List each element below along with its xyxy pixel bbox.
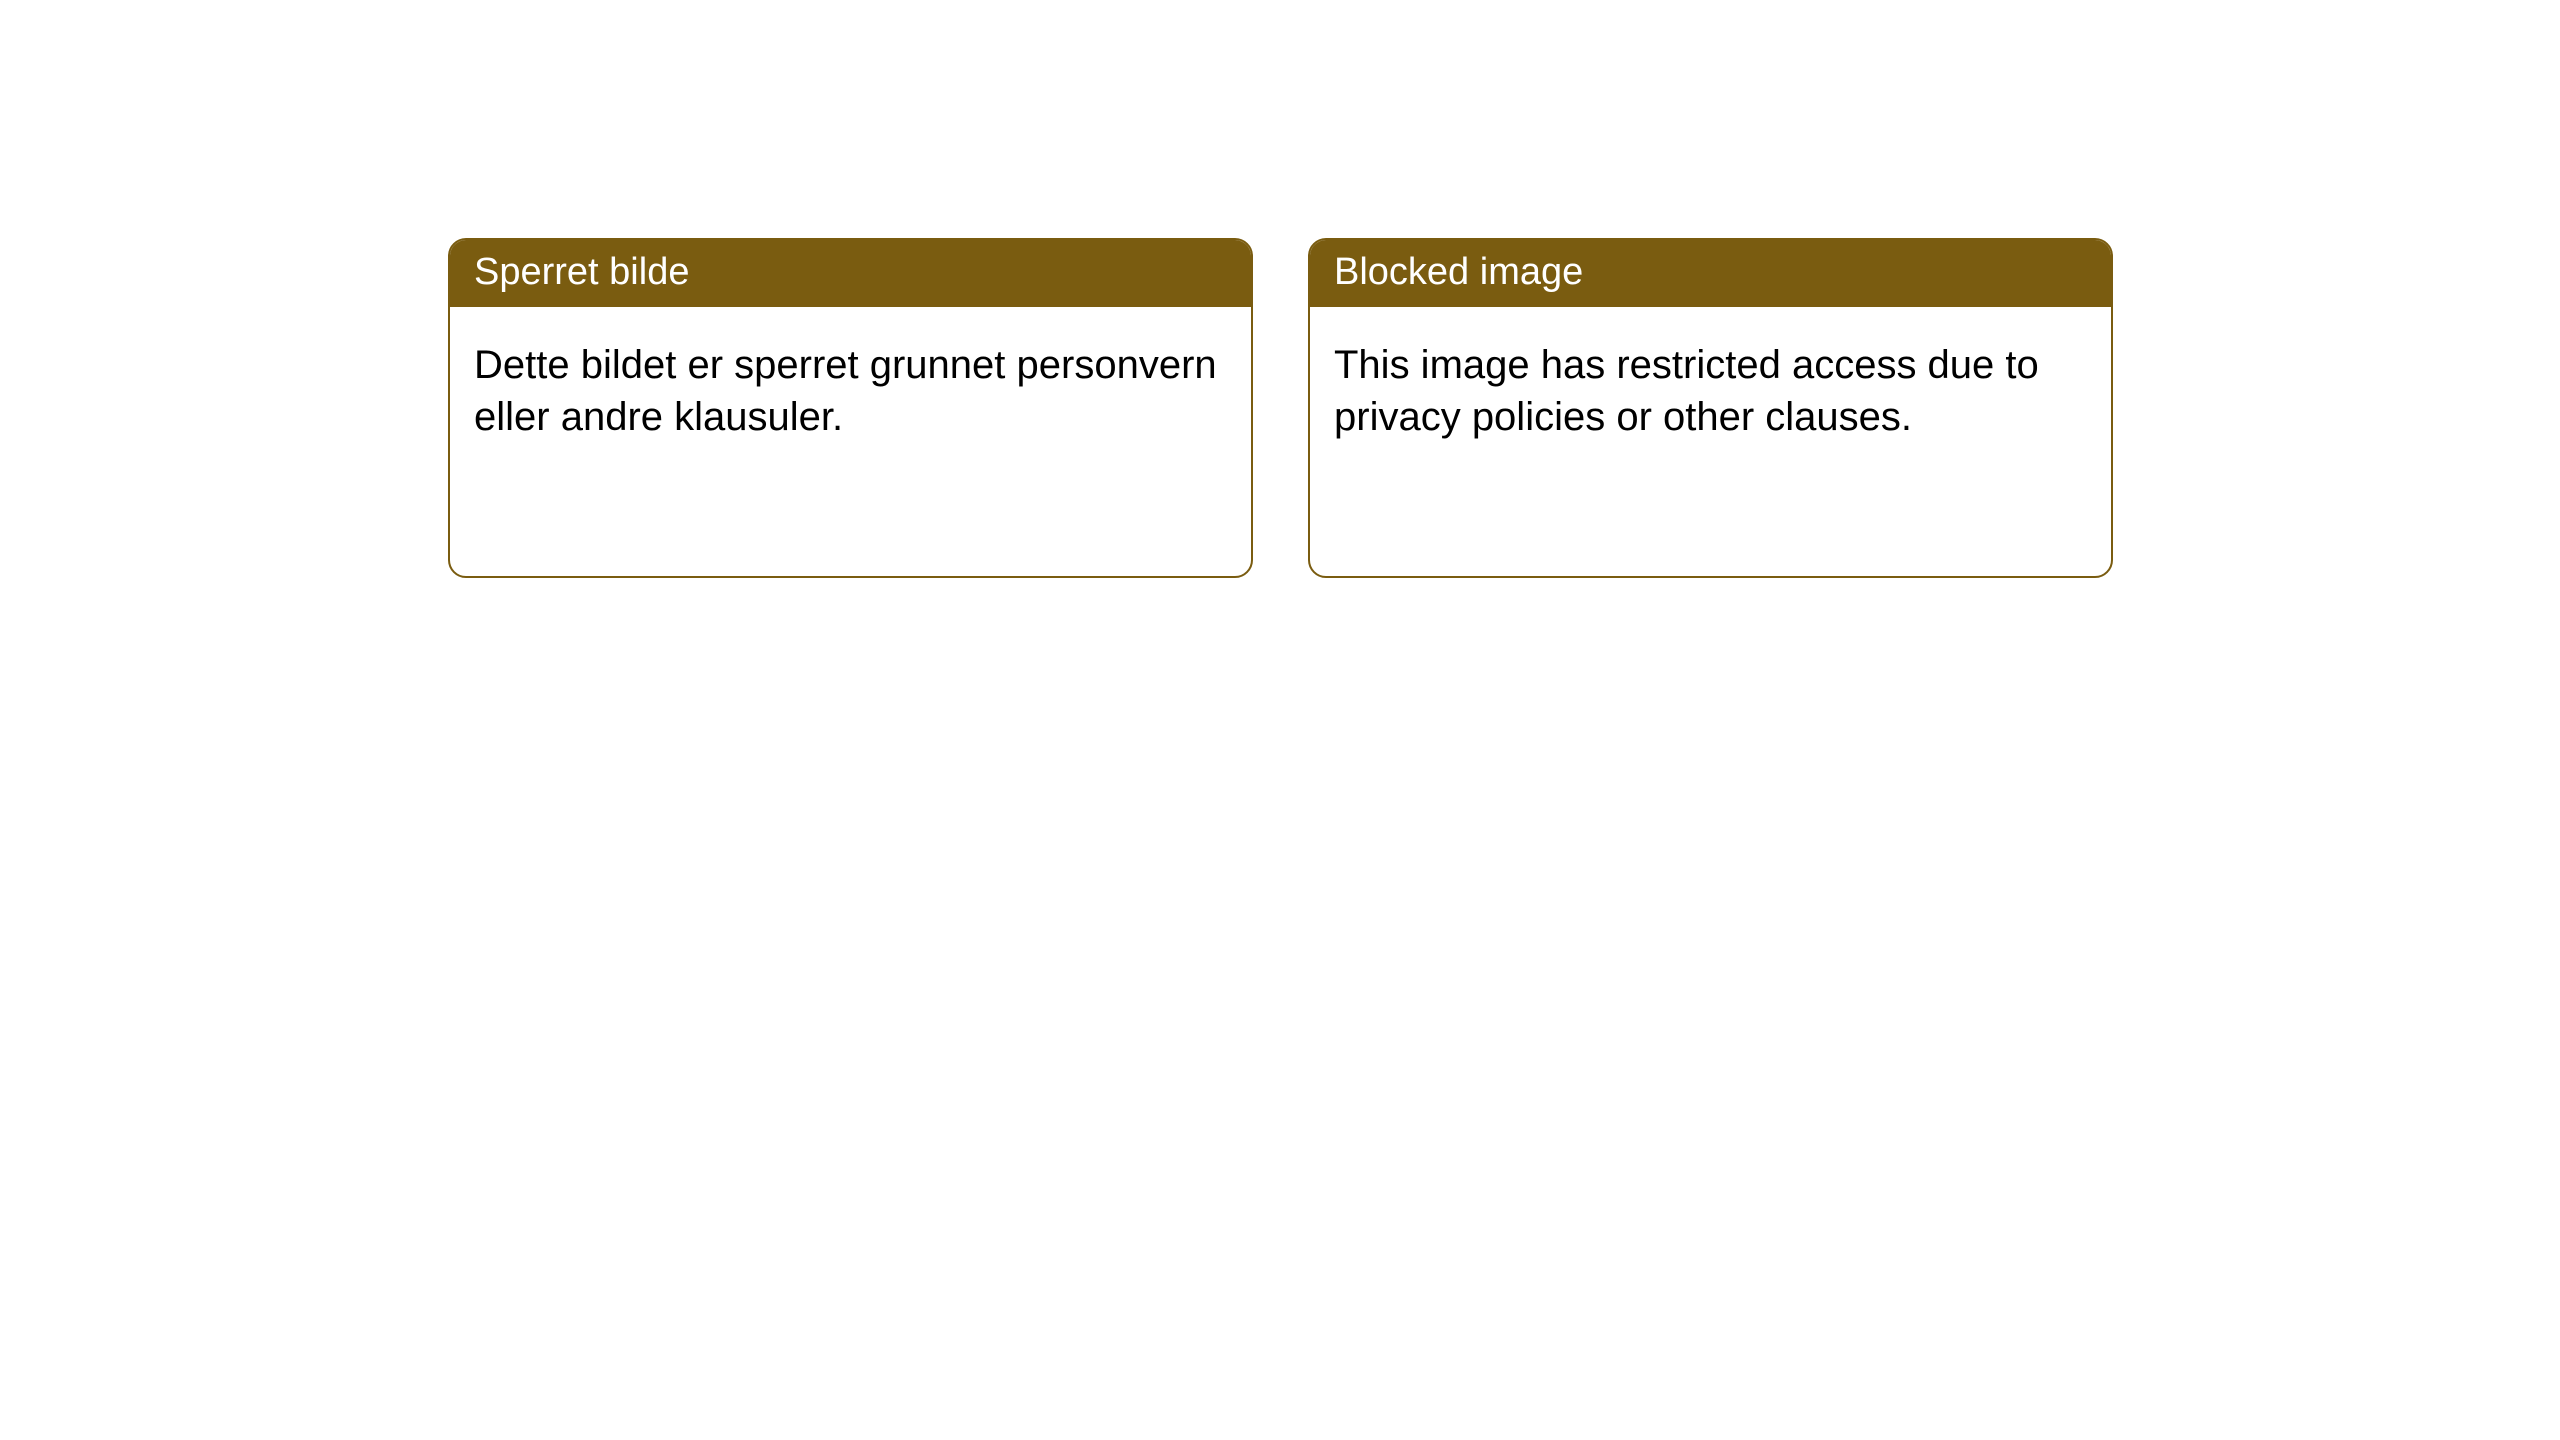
notice-title-norwegian: Sperret bilde (450, 240, 1251, 307)
notice-body-english: This image has restricted access due to … (1310, 307, 2111, 475)
notice-box-english: Blocked image This image has restricted … (1308, 238, 2113, 578)
notice-body-norwegian: Dette bildet er sperret grunnet personve… (450, 307, 1251, 475)
notice-container: Sperret bilde Dette bildet er sperret gr… (448, 238, 2113, 578)
notice-box-norwegian: Sperret bilde Dette bildet er sperret gr… (448, 238, 1253, 578)
notice-title-english: Blocked image (1310, 240, 2111, 307)
